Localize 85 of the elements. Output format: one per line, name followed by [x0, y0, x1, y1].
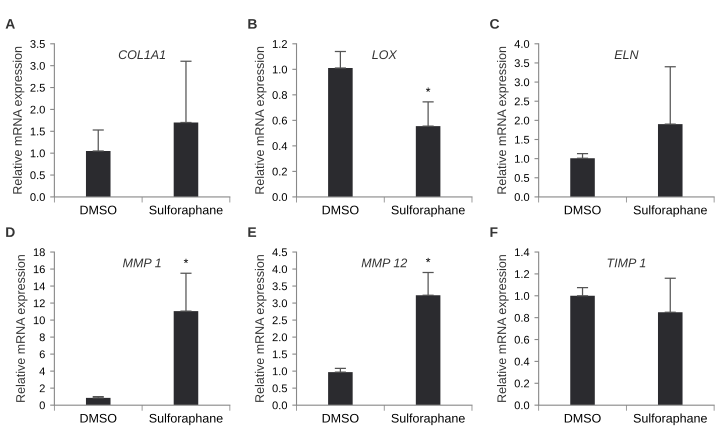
y-tick-label: 4.5 — [272, 248, 288, 256]
y-tick-label: 3.0 — [30, 62, 45, 70]
y-tick-label: 0.0 — [272, 193, 288, 202]
y-tick-label: 2.0 — [272, 333, 288, 342]
x-tick-label: DMSO — [80, 414, 116, 423]
y-tick-label: 1.0 — [515, 154, 530, 163]
y-tick-label: 0.2 — [514, 380, 530, 388]
annotation: * — [426, 258, 430, 262]
y-tick-label: 0.0 — [272, 401, 288, 410]
y-tick-label: 1.0 — [272, 66, 288, 74]
text: F — [490, 227, 498, 237]
x-tick-label: DMSO — [564, 414, 601, 423]
y-tick-label: 4 — [39, 368, 46, 376]
x-tick-label: DMSO — [322, 414, 359, 423]
y-tick-label: 2.5 — [514, 97, 530, 106]
y-tick-label: 1.0 — [272, 367, 288, 376]
chart-title: COL1A1 — [118, 50, 166, 60]
y-tick-label: 0 — [40, 401, 45, 410]
x-tick-label: DMSO — [564, 206, 601, 214]
y-axis-title: Relative mRNA expression — [254, 46, 266, 194]
y-tick-label: 4.0 — [272, 265, 288, 274]
x-tick-label: Sulforaphane — [392, 413, 465, 426]
chart-title: LOX — [372, 50, 398, 60]
y-tick-label: 1.2 — [515, 270, 530, 278]
y-tick-label: 0.4 — [514, 358, 530, 366]
y-tick-label: 1.2 — [272, 40, 287, 48]
y-tick-label: 0.6 — [514, 336, 530, 344]
x-tick-label: Sulforaphane — [149, 413, 223, 426]
text: E — [248, 227, 256, 237]
x-tick-label: Sulforaphane — [149, 205, 223, 217]
text: B — [248, 19, 257, 29]
y-tick-label: 18 — [34, 248, 45, 256]
y-tick-label: 3.0 — [514, 78, 530, 86]
x-tick-label: DMSO — [322, 206, 359, 214]
y-tick-label: 3.5 — [514, 59, 530, 68]
y-tick-label: 14 — [34, 282, 46, 290]
y-tick-label: 0.5 — [514, 174, 530, 182]
y-tick-label: 2.0 — [514, 116, 530, 124]
y-tick-label: 12 — [34, 299, 45, 308]
text: A — [6, 19, 15, 29]
y-tick-label: 1.5 — [515, 136, 530, 144]
text: D — [6, 227, 15, 237]
y-tick-label: 8 — [40, 333, 45, 342]
y-tick-label: 2 — [40, 384, 45, 392]
y-tick-label: 6 — [40, 350, 45, 358]
y-tick-label: 3.0 — [272, 299, 288, 308]
y-tick-label: 1.4 — [515, 248, 530, 256]
y-tick-label: 2.0 — [30, 106, 45, 114]
y-tick-label: 10 — [34, 316, 45, 324]
y-tick-label: 0.0 — [514, 193, 530, 202]
y-axis-title: Relative mRNA expression — [254, 255, 266, 402]
y-tick-label: 0.8 — [272, 91, 288, 99]
y-tick-label: 1.5 — [272, 350, 288, 358]
y-tick-label: 4.0 — [514, 40, 530, 48]
y-tick-label: 0.0 — [514, 401, 530, 410]
y-tick-label: 1.0 — [515, 292, 530, 300]
x-tick-label: Sulforaphane — [634, 205, 707, 217]
y-tick-label: 0.8 — [514, 314, 530, 322]
chart-title: MMP 1 — [122, 258, 161, 268]
y-axis-title: Relative mRNA expression — [496, 46, 509, 194]
y-tick-label: 2.5 — [272, 316, 288, 324]
chart-title: TIMP 1 — [608, 258, 646, 268]
x-tick-label: Sulforaphane — [634, 413, 707, 426]
text: C — [490, 18, 500, 29]
y-tick-label: 2.5 — [30, 84, 45, 92]
y-axis-title: Relative mRNA expression — [12, 46, 24, 194]
y-tick-label: 1.0 — [30, 149, 45, 158]
y-tick-label: 16 — [34, 265, 45, 274]
y-tick-label: 3.5 — [272, 282, 288, 290]
chart-title: ELN — [614, 50, 639, 59]
x-tick-label: Sulforaphane — [392, 205, 465, 217]
y-tick-label: 0.2 — [272, 168, 287, 176]
x-tick-label: DMSO — [80, 206, 116, 214]
y-tick-label: 1.5 — [30, 128, 45, 136]
y-tick-label: 3.5 — [30, 40, 45, 48]
y-tick-label: 0.0 — [30, 193, 45, 202]
y-tick-label: 0.4 — [272, 142, 288, 150]
annotation: * — [426, 87, 430, 92]
y-axis-title: Relative mRNA expression — [16, 255, 28, 402]
annotation: * — [184, 258, 188, 264]
chart-title: MMP 12 — [362, 258, 408, 268]
y-tick-label: 0.5 — [272, 384, 288, 392]
y-tick-label: 0.5 — [30, 171, 45, 180]
y-axis-title: Relative mRNA expression — [496, 255, 509, 402]
y-tick-label: 0.6 — [272, 116, 288, 124]
